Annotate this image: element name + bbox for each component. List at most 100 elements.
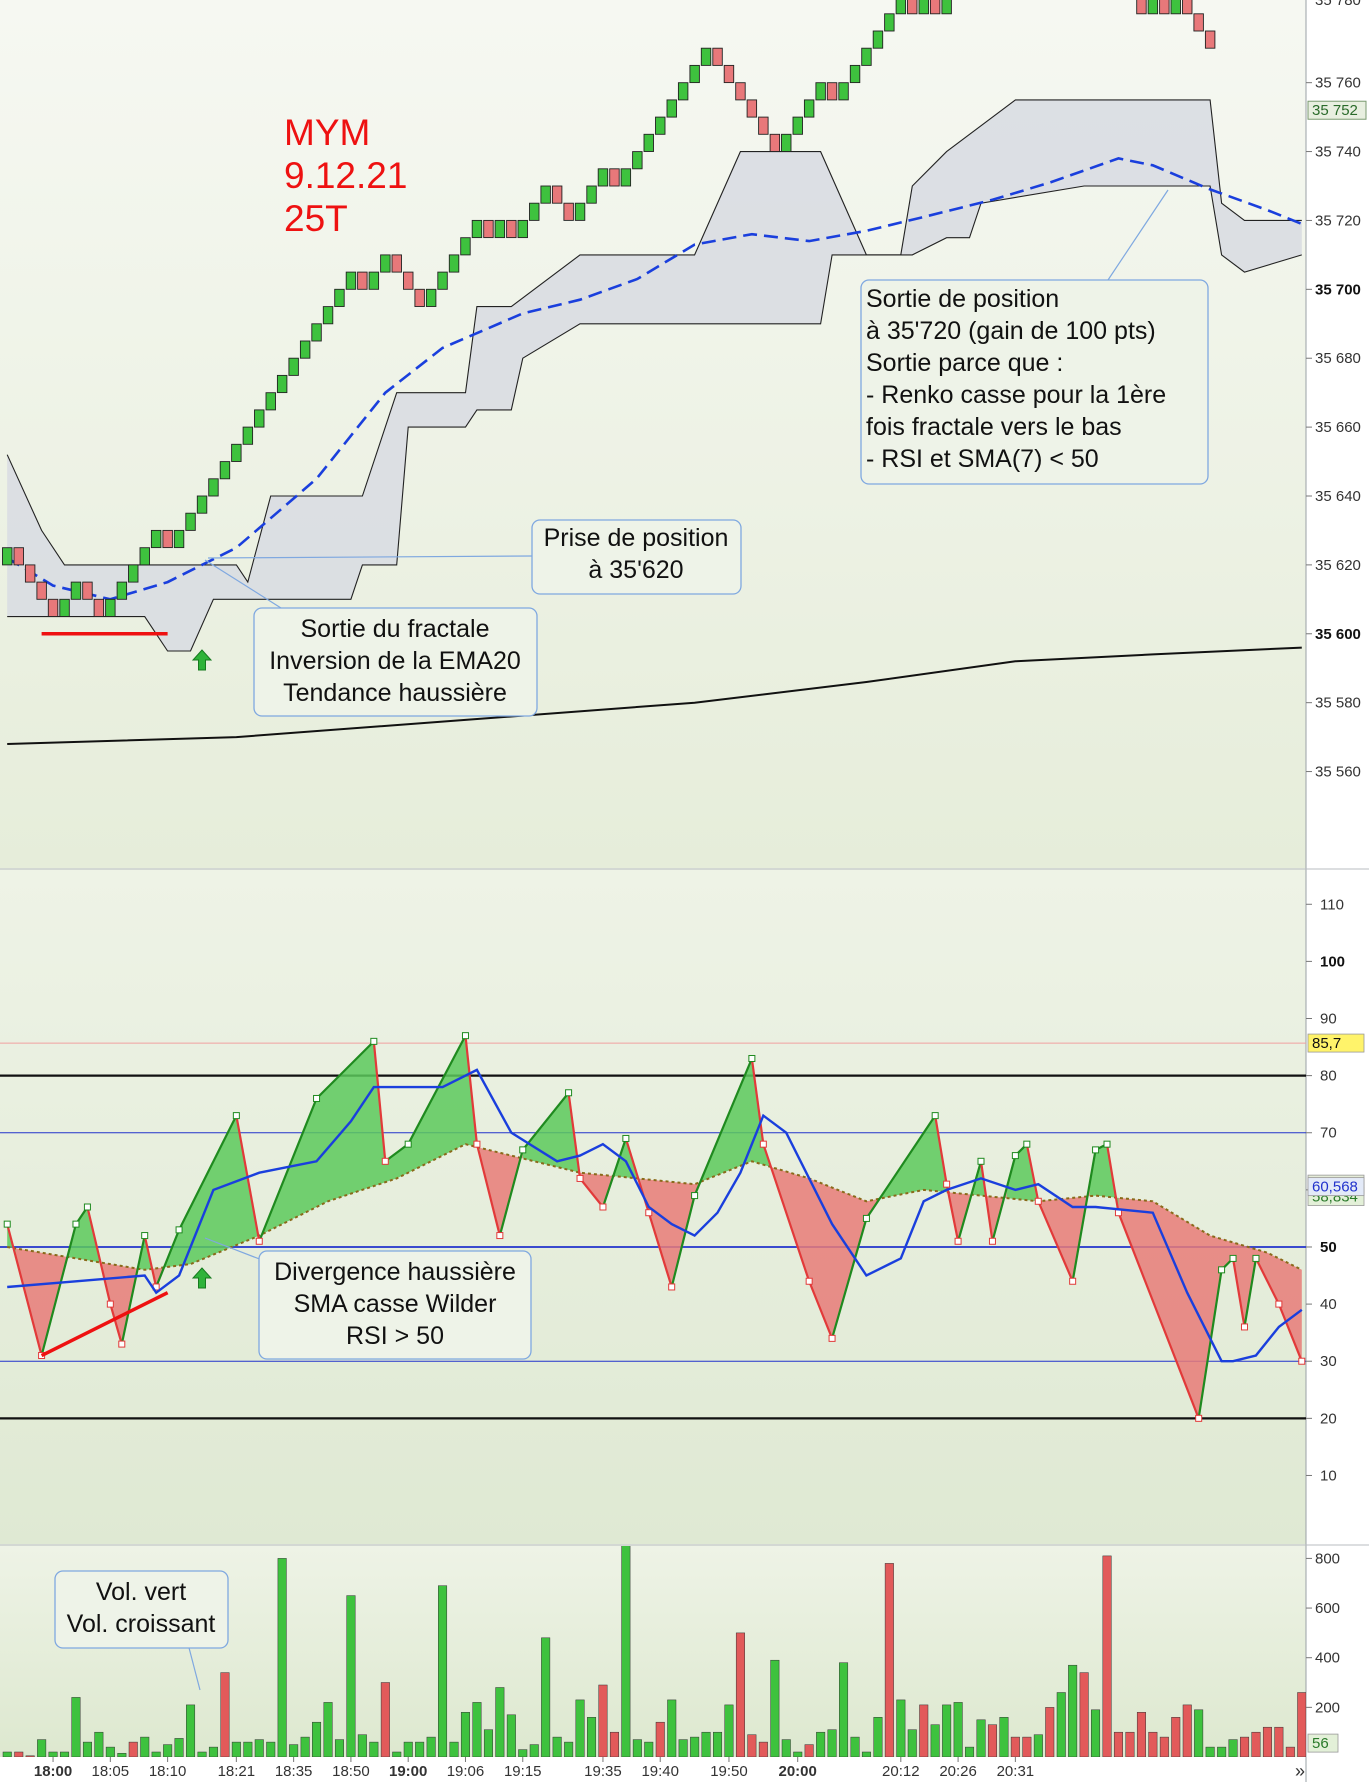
rsi-tick-label: 20 — [1320, 1410, 1337, 1427]
volume-bar-up — [976, 1719, 986, 1757]
time-axis-strip[interactable] — [0, 1757, 1306, 1782]
rsi-segment — [521, 1092, 570, 1151]
rsi-max-value-label: 85,7 — [1312, 1035, 1341, 1052]
rsi-segment — [498, 1149, 524, 1236]
volume-bar-up — [140, 1736, 150, 1757]
rsi-tick-label: 80 — [1320, 1068, 1337, 1085]
time-tick-label: 19:00 — [389, 1763, 427, 1780]
annotation-exit-line-3: Sortie parce que : — [866, 349, 1063, 377]
rsi-segment — [1037, 1200, 1074, 1282]
rsi-fill-below — [1118, 1197, 1302, 1419]
rsi-tick-label: 100 — [1320, 953, 1345, 970]
scroll-right-button[interactable]: » — [1295, 1761, 1305, 1781]
renko-brick-up — [219, 461, 231, 480]
volume-bar-up — [827, 1729, 837, 1757]
volume-bar-up — [770, 1659, 780, 1757]
renko-brick-up — [322, 306, 334, 325]
volume-bar-up — [403, 1741, 413, 1757]
volume-bar-up — [839, 1662, 849, 1757]
last-price-badge — [1307, 100, 1367, 120]
renko-brick-down — [826, 82, 838, 101]
fractal-cloud — [6, 99, 1302, 652]
renko-brick-down — [162, 529, 173, 549]
volume-bar-down — [987, 1724, 997, 1757]
volume-bar-down — [919, 1704, 929, 1757]
annotation-exit-line-2: à 35'720 (gain de 100 pts) — [866, 317, 1156, 345]
volume-bar-up — [667, 1699, 677, 1757]
divergence-line — [40, 1291, 169, 1358]
rsi-point — [943, 1180, 951, 1188]
volume-bar-up — [323, 1702, 333, 1757]
volume-bar-up — [449, 1741, 459, 1757]
rsi-fill-below — [949, 1191, 973, 1242]
right-axis-strip[interactable] — [1306, 0, 1369, 1782]
renko-brick-up — [941, 0, 952, 15]
renko-brick-down — [36, 581, 47, 600]
rsi-point — [461, 1032, 469, 1040]
rsi-point — [759, 1140, 767, 1148]
rsi-segment — [1105, 1143, 1120, 1213]
renko-brick-down — [1193, 13, 1204, 32]
rsi-axis[interactable]: 11010090807060504030201061,00485,758,834… — [1306, 896, 1365, 1484]
renko-brick-down — [609, 168, 620, 187]
volume-bar-up — [243, 1741, 253, 1757]
volume-bar-down — [1285, 1746, 1295, 1757]
volume-bar-up — [60, 1751, 70, 1757]
renko-brick-up — [689, 64, 700, 84]
sma-value-label: 60,568 — [1312, 1179, 1358, 1196]
annotation-fractal-line-3: Tendance haussière — [283, 679, 507, 707]
rsi-point — [232, 1112, 240, 1120]
sma-value-badge — [1307, 1177, 1365, 1197]
time-axis[interactable]: 18:00 18:05 18:10 18:21 18:35 18:50 19:00 19:06… — [34, 1757, 1034, 1780]
renko-brick-up — [815, 82, 826, 101]
rsi-segment — [1243, 1258, 1258, 1328]
renko-brick-up — [276, 374, 288, 394]
annotation-volume: Vol. vert Vol. croissant — [54, 1570, 229, 1649]
rsi-point — [954, 1237, 962, 1245]
volume-bar-up — [690, 1736, 700, 1757]
rsi-point — [1298, 1357, 1306, 1365]
rsi-point — [175, 1226, 183, 1234]
renko-brick-up — [643, 133, 654, 152]
annotation-fractal-line-2: Inversion de la EMA20 — [269, 647, 521, 675]
rsi-fill-below — [580, 1172, 615, 1207]
renko-brick-down — [82, 581, 93, 600]
rsi-line — [3, 1032, 1306, 1422]
rsi-point — [1252, 1254, 1260, 1262]
volume-bar-up — [506, 1714, 516, 1757]
time-tick-label: 20:12 — [882, 1763, 920, 1780]
annotation-exit-line-6: - RSI et SMA(7) < 50 — [866, 445, 1099, 473]
volume-bar-up — [163, 1744, 173, 1757]
rsi-point — [72, 1220, 80, 1228]
annotation-volume-line-2: Vol. croissant — [67, 1610, 216, 1638]
volume-bar-up — [529, 1744, 539, 1757]
volume-axis[interactable]: 800 600 400 200 56 — [1306, 1550, 1340, 1753]
volume-bar-up — [552, 1736, 562, 1757]
volume-bar-down — [758, 1741, 768, 1757]
volume-bar-down — [1113, 1731, 1123, 1757]
price-tick-label: 35 620 — [1315, 557, 1361, 574]
volume-bar-down — [598, 1684, 608, 1757]
renko-brick-up — [185, 512, 196, 531]
volume-bar-up — [2, 1751, 12, 1757]
volume-bar-down — [609, 1731, 619, 1757]
annotation-divergence-line-1: Divergence haussière — [274, 1258, 516, 1286]
title-line-3: 25T — [284, 198, 348, 239]
volume-bar-up — [208, 1746, 218, 1757]
sma-long-path — [7, 646, 1302, 745]
rsi-point — [381, 1157, 389, 1165]
renko-brick-up — [918, 0, 929, 15]
renko-brick-up — [540, 185, 551, 204]
volume-tick-label: 600 — [1315, 1600, 1340, 1617]
renko-brick-up — [299, 340, 311, 359]
rsi-tick-label: 10 — [1320, 1467, 1337, 1484]
renko-brick-down — [13, 547, 24, 566]
rsi-segment — [1025, 1143, 1040, 1202]
rsi-fill-above — [262, 1035, 480, 1235]
rsi-segment — [155, 1229, 181, 1288]
price-axis[interactable]: 35 760 35 740 35 720 35 700 35 680 35 660 35 6… — [1306, 0, 1367, 781]
renko-brick-up — [254, 409, 265, 428]
rsi-fill-below — [771, 1167, 881, 1339]
renko-brick-down — [47, 598, 59, 617]
volume-bar-up — [369, 1741, 379, 1757]
